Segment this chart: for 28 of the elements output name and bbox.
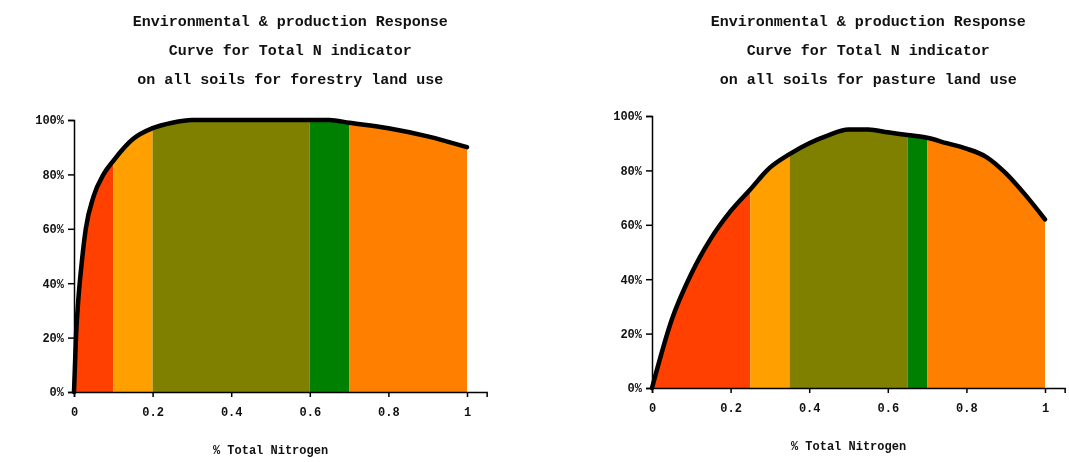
y-tick-label: 0%	[49, 386, 65, 401]
x-tick-label: 0.6	[299, 405, 322, 420]
chart-title: Environmental & production Response Curve for Total N indicator on all soils for forestry land use	[132, 14, 448, 89]
x-tick-label: 1	[1041, 401, 1050, 416]
x-tick-label: 0.8	[956, 401, 978, 416]
y-tick-label: 60%	[42, 223, 65, 238]
y-tick-label: 20%	[42, 331, 65, 346]
y-tick-label: 100%	[613, 110, 643, 125]
x-tick-label: 0	[648, 401, 657, 416]
x-tick-label: 1	[463, 405, 472, 420]
y-tick-label: 80%	[620, 164, 643, 179]
x-axis-title: % Total Nitrogen	[212, 444, 329, 458]
x-tick-label: 0	[70, 405, 79, 420]
x-tick-label: 0.2	[720, 401, 742, 416]
chart-title: Environmental & production Response Curve for Total N indicator on all soils for pasture land use	[710, 14, 1026, 89]
x-tick-label: 0.6	[877, 401, 900, 416]
x-tick-label: 0.2	[142, 405, 164, 420]
y-tick-label: 0%	[627, 382, 643, 397]
y-tick-label: 100%	[35, 114, 65, 129]
x-tick-label: 0.4	[798, 401, 821, 416]
y-tick-label: 20%	[620, 327, 643, 342]
y-tick-label: 80%	[42, 168, 65, 183]
x-tick-label: 0.8	[378, 405, 400, 420]
y-tick-label: 40%	[42, 277, 65, 292]
x-tick-label: 0.4	[220, 405, 243, 420]
y-tick-label: 40%	[620, 273, 643, 288]
y-tick-label: 60%	[620, 219, 643, 234]
x-axis-title: % Total Nitrogen	[790, 440, 907, 454]
